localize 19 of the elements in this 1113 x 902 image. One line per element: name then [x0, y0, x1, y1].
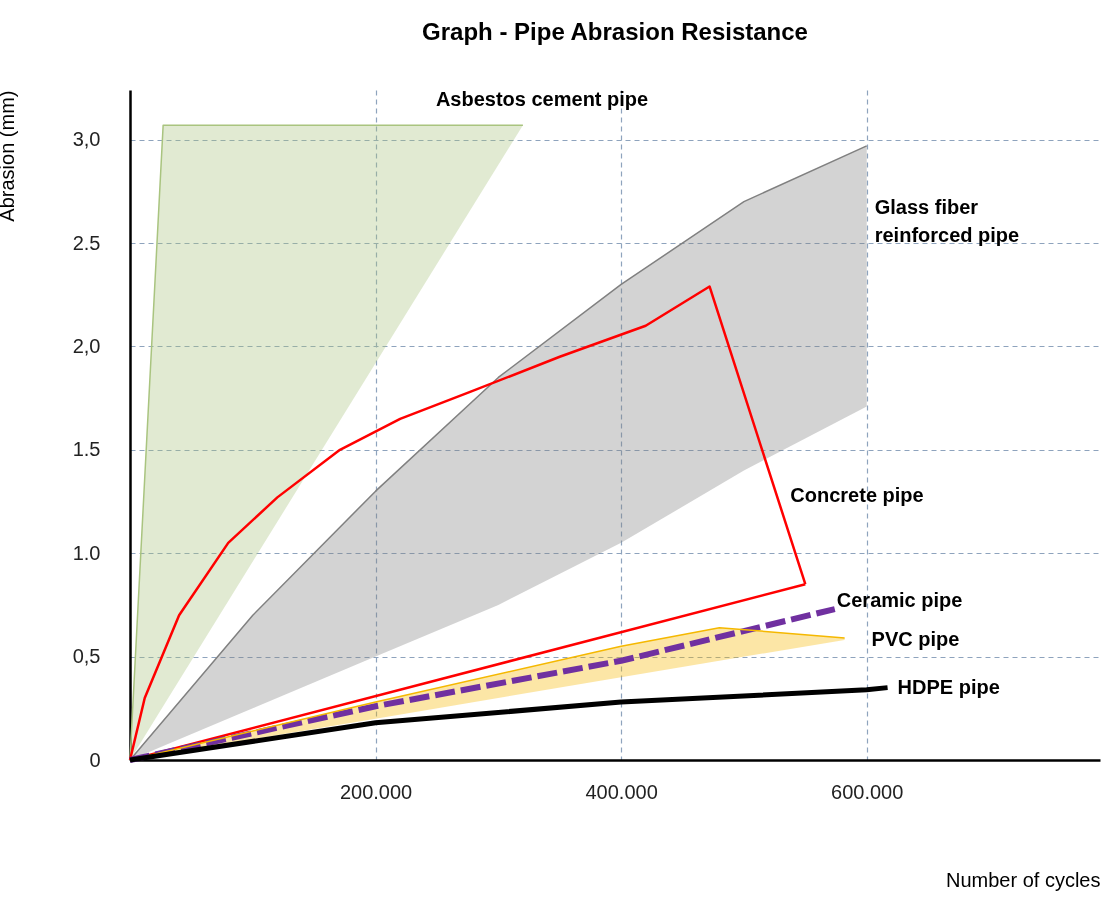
y-tick-label: 0	[89, 748, 101, 771]
chart-title: Graph - Pipe Abrasion Resistance	[422, 18, 808, 45]
y-axis-title: Abrasion (mm)	[0, 90, 18, 222]
text: Glass fiber reinforced pipe	[874, 195, 1020, 246]
series-label: Concrete pipe	[790, 484, 924, 507]
series-label: Asbestos cement pipe	[435, 88, 649, 111]
series-label: Ceramic pipe	[836, 589, 963, 612]
series-label: HDPE pipe	[897, 675, 1000, 698]
x-tick-label: 200.000	[339, 780, 413, 803]
y-tick-label: 2.5	[72, 231, 101, 254]
y-tick-label: 1.0	[72, 541, 101, 564]
y-tick-label: 2,0	[72, 334, 101, 357]
series-label: PVC pipe	[871, 627, 960, 650]
x-axis-title: Number of cycles	[946, 868, 1101, 891]
y-tick-label: 3,0	[72, 128, 101, 151]
y-tick-label: 1.5	[72, 438, 101, 461]
x-tick-label: 600.000	[831, 780, 904, 803]
y-tick-label: 0,5	[72, 645, 101, 668]
x-tick-label: 400.000	[585, 780, 658, 803]
